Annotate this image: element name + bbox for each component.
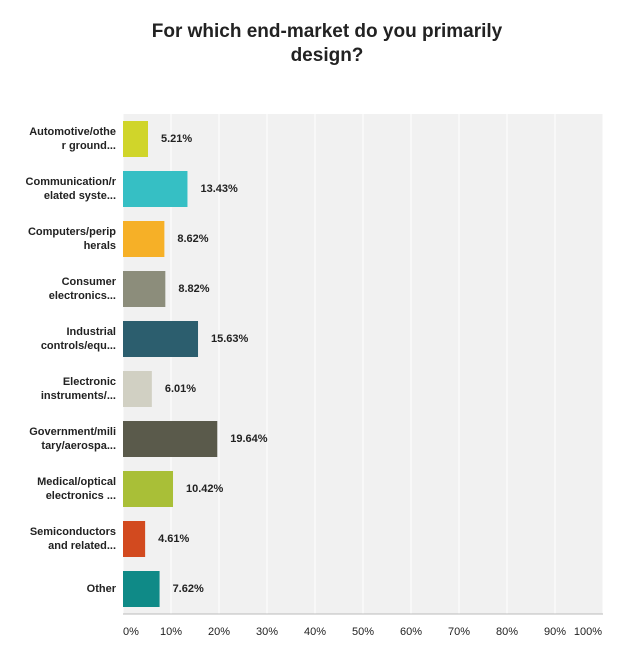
- category-label: Electronic instruments/...: [40, 376, 116, 402]
- category-label: Computers/perip herals: [27, 226, 116, 252]
- value-label: 8.82%: [178, 283, 209, 295]
- category-label: Medical/optical electronics ...: [37, 476, 116, 502]
- value-label: 7.62%: [173, 583, 204, 595]
- value-label: 6.01%: [165, 383, 196, 395]
- bar: [123, 171, 188, 207]
- x-tick-label: 0%: [123, 626, 139, 638]
- value-label: 15.63%: [211, 333, 249, 345]
- bar: [123, 371, 152, 407]
- x-tick-label: 30%: [256, 626, 278, 638]
- bar: [123, 521, 146, 557]
- x-tick-label: 50%: [352, 626, 374, 638]
- bar: [123, 121, 149, 157]
- bar: [123, 571, 160, 607]
- category-label: Other: [86, 583, 116, 595]
- value-label: 5.21%: [161, 133, 192, 145]
- category-label: Industrial controls/equ...: [40, 326, 116, 352]
- x-tick-label: 10%: [160, 626, 182, 638]
- bar: [123, 271, 166, 307]
- x-tick-label: 20%: [208, 626, 230, 638]
- x-tick-label: 80%: [496, 626, 518, 638]
- category-label: Government/mili tary/aerospa...: [29, 426, 116, 452]
- value-label: 8.62%: [177, 233, 208, 245]
- value-label: 10.42%: [186, 483, 224, 495]
- chart-title: For which end-market do you primarily de…: [151, 21, 503, 66]
- bar: [123, 221, 165, 257]
- category-label: Communication/r elated syste...: [25, 176, 116, 202]
- category-label: Automotive/othe r ground...: [29, 126, 116, 152]
- category-label: Consumer electronics...: [48, 276, 116, 302]
- value-label: 19.64%: [230, 433, 268, 445]
- bar: [123, 321, 199, 357]
- value-label: 4.61%: [158, 533, 189, 545]
- x-tick-label: 70%: [448, 626, 470, 638]
- bar: [123, 421, 218, 457]
- category-label: Semiconductors and related...: [29, 526, 116, 552]
- x-tick-label: 90%: [544, 626, 566, 638]
- x-tick-label: 40%: [304, 626, 326, 638]
- bar: [123, 471, 174, 507]
- x-tick-label: 60%: [400, 626, 422, 638]
- x-tick-label: 100%: [574, 626, 602, 638]
- value-label: 13.43%: [200, 183, 238, 195]
